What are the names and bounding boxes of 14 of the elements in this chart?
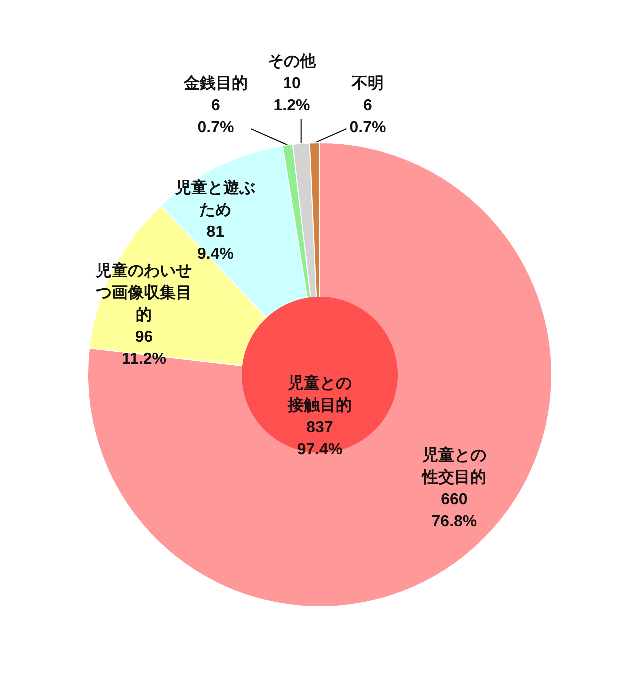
slice-label: 金銭目的 [183, 74, 248, 92]
slice-label: その他 [268, 52, 317, 70]
data-label: 660 76.8% [432, 492, 478, 531]
data-label: 96 11.2% [122, 328, 166, 368]
data-label: 837 97.4% [297, 420, 343, 458]
data-label: 10 1.2% [274, 76, 310, 114]
slice-label: 児童との性交目的 [421, 446, 486, 487]
slice-label: 不明 [351, 76, 384, 92]
slice-label: 児童のわいせつ画像収集目的 [95, 260, 192, 324]
data-label: 6 0.7% [350, 98, 386, 136]
data-label: 81 9.4% [197, 224, 234, 263]
data-label: 6 0.7% [198, 98, 234, 136]
slice-label: 児童と遊ぶため [174, 178, 256, 219]
slice-label: 児童との接触目的 [287, 374, 352, 414]
